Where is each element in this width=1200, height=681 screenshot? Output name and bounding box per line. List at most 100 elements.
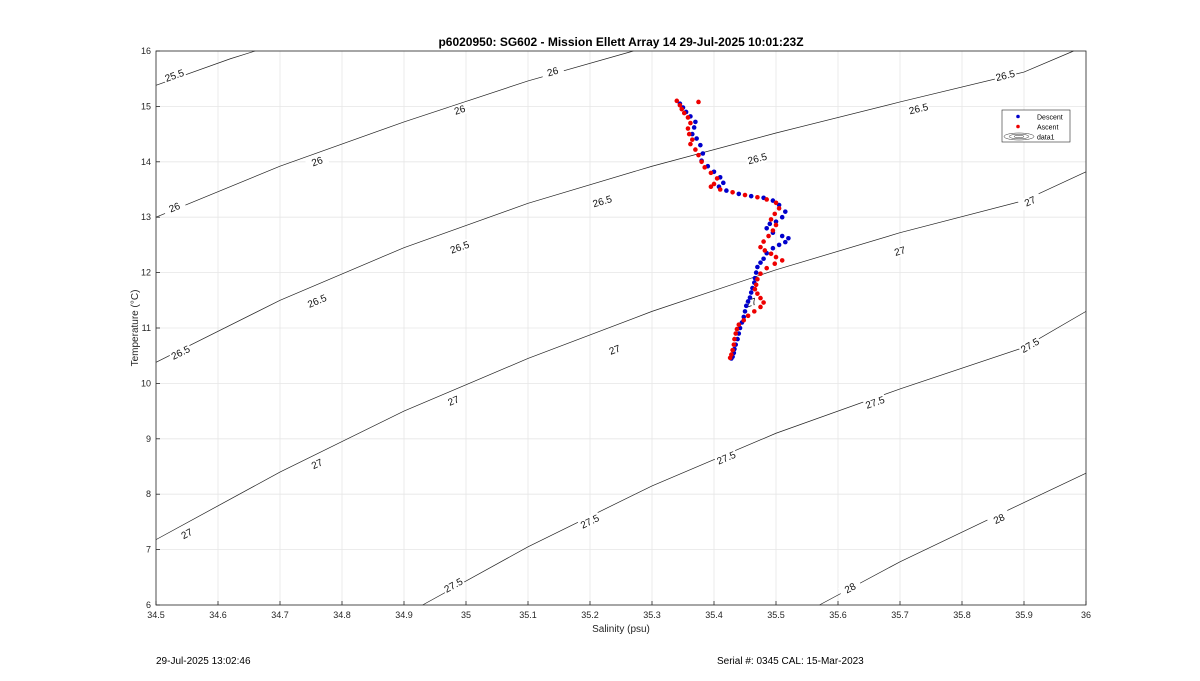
y-tick-label: 8: [146, 489, 151, 499]
contour-label: 26: [168, 201, 183, 216]
ascent-point: [734, 326, 740, 332]
chart-title: p6020950: SG602 - Mission Ellett Array 1…: [438, 35, 803, 49]
descent-point: [764, 225, 769, 231]
ascent-point: [685, 126, 691, 131]
descent-point: [770, 245, 776, 251]
contour-label: 26.5: [995, 69, 1017, 84]
contour-label-bg: [906, 100, 931, 117]
x-tick-label: 34.7: [271, 610, 289, 620]
y-tick-label: 11: [142, 323, 151, 333]
contour-label: 27: [608, 343, 623, 357]
ascent-point: [677, 102, 683, 108]
contour-label-bg: [837, 577, 863, 598]
ascent-point: [772, 211, 778, 217]
density-contours: 25.52626262626.526.526.526.526.526.526.5…: [155, 50, 1087, 606]
contour-label-bg: [304, 454, 330, 474]
x-tick-label: 35.4: [705, 610, 723, 620]
ascent-point: [776, 206, 782, 211]
y-tick-label: 14: [141, 157, 151, 167]
contour-label-bg: [304, 152, 330, 171]
contour-label: 26: [546, 66, 560, 80]
ascent-point: [730, 347, 735, 353]
descent-point: [742, 309, 748, 314]
ascent-point: [772, 261, 778, 267]
contour-label: 27: [180, 527, 195, 542]
descent-point: [721, 180, 726, 186]
contour-label: 27: [1023, 195, 1038, 210]
contour-line: [155, 50, 634, 218]
ascent-point: [733, 331, 738, 336]
footer-serial: Serial #: 0345 CAL: 15-Mar-2023: [717, 656, 864, 667]
ascent-point: [736, 322, 742, 327]
contour-label-bg: [993, 67, 1018, 84]
ascent-point: [752, 309, 757, 314]
ascent-point: [755, 291, 760, 296]
contour-label-bg: [174, 523, 200, 544]
ascent-point: [758, 295, 763, 301]
ascent-point: [685, 115, 691, 120]
descent-point: [698, 142, 703, 148]
x-tick-label: 35.5: [767, 610, 785, 620]
ascent-point: [696, 99, 701, 105]
descent-point: [747, 295, 753, 300]
descent-point: [758, 260, 763, 265]
descent-point: [761, 256, 766, 262]
ascent-point: [768, 217, 774, 222]
ascent-point: [717, 187, 723, 192]
ascent-point: [699, 159, 704, 165]
contour-label: 26.5: [592, 194, 614, 210]
x-axis-label: Salinity (psu): [592, 624, 650, 635]
legend-ascent-marker: [1016, 124, 1020, 129]
ascent-point: [681, 110, 687, 116]
descent-point: [694, 136, 699, 141]
contour-label-bg: [1017, 335, 1043, 356]
descent-point: [783, 239, 788, 245]
descent-point: [753, 270, 759, 275]
descent-point: [748, 193, 754, 199]
contour-label-bg: [162, 66, 187, 85]
legend-descent-label: Descent: [1037, 115, 1063, 122]
contour-label: 25.5: [164, 68, 186, 85]
ascent-point: [779, 258, 785, 263]
ascent-point: [766, 233, 771, 239]
ascent-point: [758, 304, 763, 310]
descent-point: [741, 314, 747, 320]
descent-point: [776, 242, 782, 248]
descent-point: [779, 233, 785, 239]
ascent-point: [773, 254, 779, 260]
contour-label-bg: [1017, 191, 1043, 211]
descent-point: [743, 303, 749, 309]
contour-label-bg: [441, 391, 466, 411]
y-tick-label: 12: [141, 268, 151, 278]
y-axis-label: Temperature (°C): [130, 290, 141, 367]
axis-ticks: 34.5 34.6 34.7 34.8 34.9 35 35.1 35.2 35.3 35.4 35…: [141, 46, 1091, 620]
descent-point: [783, 209, 788, 214]
contour-label-bg: [304, 291, 330, 311]
contour-line: [155, 50, 1074, 363]
contour-label: 26.5: [449, 240, 471, 257]
ascent-point: [702, 165, 707, 170]
ascent-point: [714, 176, 720, 181]
descent-point: [779, 214, 785, 220]
y-tick-label: 16: [141, 46, 151, 56]
descent-point: [693, 119, 698, 125]
y-tick-label: 13: [141, 212, 151, 222]
ascent-point: [773, 222, 779, 228]
contour-label-bg: [447, 238, 472, 257]
ascent-point: [758, 271, 763, 277]
ascent-point: [761, 239, 766, 244]
ascent-point: [731, 342, 737, 347]
contour-label-bg: [862, 393, 888, 412]
y-tick-label: 9: [146, 434, 151, 444]
descent-point: [786, 235, 791, 241]
descent-point: [748, 290, 754, 295]
contour-label: 26.5: [747, 152, 769, 168]
ascent-point: [762, 248, 768, 253]
descent-point: [691, 125, 697, 130]
descent-point: [700, 151, 706, 156]
ascent-point: [711, 181, 717, 187]
contour-label-bg: [441, 575, 466, 596]
y-tick-label: 6: [146, 600, 151, 610]
contour-label: 26: [453, 104, 467, 118]
